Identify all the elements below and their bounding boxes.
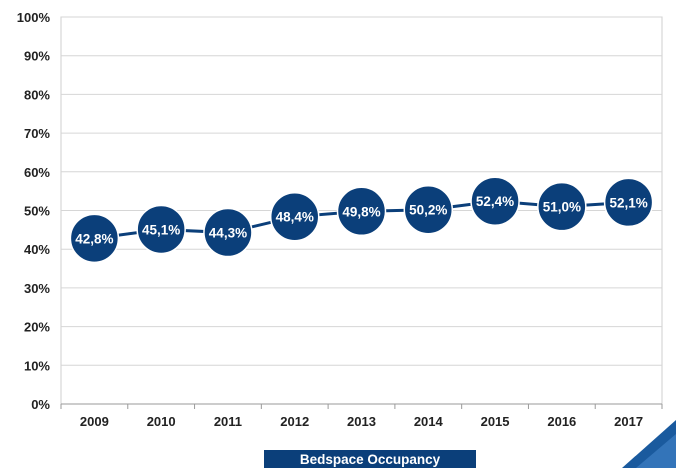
y-tick-label: 20% [24, 320, 50, 335]
data-label: 42,8% [75, 231, 113, 246]
data-label: 48,4% [276, 210, 314, 225]
data-label: 44,3% [209, 226, 247, 241]
data-point-marker [203, 207, 253, 258]
y-tick-label: 70% [24, 126, 50, 141]
data-label: 52,1% [609, 195, 647, 210]
y-tick-label: 50% [24, 204, 50, 219]
corner-decoration [614, 420, 676, 468]
x-tick-label: 2017 [614, 414, 643, 429]
gridlines [61, 16, 662, 366]
data-point-marker [403, 184, 454, 235]
y-tick-label: 60% [24, 165, 50, 180]
data-label: 52,4% [476, 194, 514, 209]
y-tick-label: 80% [24, 87, 50, 102]
x-tick-label: 2012 [280, 414, 309, 429]
series-bedspace-occupancy: 42,8% 45,1% 44,3% 48,4% 49,8% 50,2% 52,4% 51,0%… [69, 176, 654, 264]
data-point-marker [136, 204, 186, 255]
y-tick-label: 40% [24, 242, 50, 257]
data-point-marker [603, 177, 654, 228]
data-point-marker [69, 213, 120, 264]
y-axis-ticks: 0% 10% 20% 30% 40% 50% 60% 70% 80% 90% 100% [17, 10, 51, 412]
x-tick-label: 2016 [547, 414, 576, 429]
data-label: 49,8% [342, 204, 380, 219]
x-axis-ticks: 2009 2010 2011 2012 2013 2014 2015 2016 2017 [60, 403, 663, 429]
data-label: 51,0% [543, 200, 581, 215]
y-tick-label: 100% [17, 10, 51, 25]
y-tick-label: 90% [24, 49, 50, 64]
x-tick-label: 2015 [481, 414, 510, 429]
data-label: 50,2% [409, 203, 447, 218]
y-tick-label: 30% [24, 281, 50, 296]
y-tick-label: 0% [31, 397, 50, 412]
x-tick-label: 2011 [214, 414, 242, 429]
data-point-marker [336, 186, 387, 237]
x-tick-label: 2014 [414, 414, 444, 429]
data-point-marker [537, 181, 587, 232]
data-point-marker [470, 176, 520, 226]
legend-label: Bedspace Occupancy [264, 450, 476, 468]
data-point-marker [269, 191, 320, 242]
y-tick-label: 10% [24, 358, 50, 373]
x-tick-label: 2013 [347, 414, 376, 429]
x-tick-label: 2010 [147, 414, 176, 429]
data-label: 45,1% [142, 222, 180, 237]
x-tick-label: 2009 [80, 414, 109, 429]
